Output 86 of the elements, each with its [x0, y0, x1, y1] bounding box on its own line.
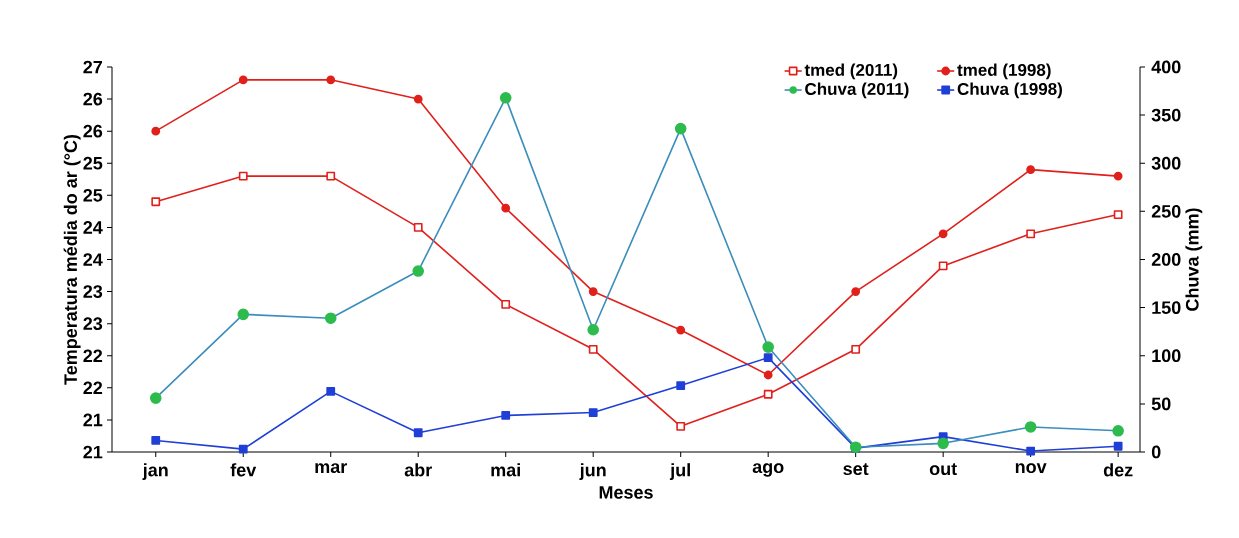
point	[1026, 446, 1036, 456]
y2-tick-label: 300	[1151, 156, 1181, 170]
x-tick-label: ago	[752, 463, 784, 477]
point	[326, 75, 336, 85]
point	[588, 344, 598, 354]
point	[588, 408, 598, 417]
point	[412, 265, 425, 277]
y-tick-label: 25	[83, 156, 103, 170]
y2-tick-label: 50	[1151, 397, 1171, 411]
legend-label: tmed (2011)	[804, 63, 898, 80]
point	[238, 75, 248, 85]
y2-tick-label: 0	[1151, 445, 1161, 459]
x-tick-label: jan	[142, 463, 168, 480]
point	[413, 223, 423, 232]
legend-label: tmed (1998)	[957, 63, 1051, 80]
point	[763, 370, 773, 380]
point	[1113, 441, 1123, 451]
x-tick-label: dez	[1103, 463, 1133, 477]
point	[676, 421, 686, 431]
y-tick-label: 21	[83, 445, 103, 459]
y-tick-label: 26	[83, 124, 103, 138]
y2-tick-label: 200	[1151, 253, 1181, 266]
point	[1113, 210, 1123, 219]
y2-tick-label: 150	[1152, 301, 1181, 314]
point	[501, 300, 511, 309]
y2-tick-label: 250	[1151, 204, 1181, 218]
y-tick-label: 21	[83, 413, 103, 427]
point	[238, 171, 248, 181]
point	[1112, 425, 1124, 437]
y-tick-label: 27	[83, 60, 103, 74]
point	[326, 171, 336, 181]
x-tick-label: mai	[491, 463, 520, 477]
point	[151, 126, 161, 136]
point	[499, 92, 512, 104]
point	[1026, 165, 1036, 175]
point	[413, 428, 423, 438]
point	[674, 122, 687, 135]
point	[326, 386, 336, 396]
point	[237, 308, 250, 321]
point	[1026, 229, 1036, 239]
point	[151, 436, 161, 445]
y-tick-label: 24	[83, 253, 103, 266]
point	[938, 229, 948, 239]
y-tick-label: 22	[83, 349, 103, 363]
y2-tick-label: 400	[1151, 60, 1181, 74]
point	[149, 392, 162, 404]
y2-tick-label: 350	[1151, 108, 1181, 122]
point	[501, 411, 511, 420]
x-tick-label: abr	[404, 463, 432, 477]
point	[501, 203, 511, 213]
y-tick-label: 23	[83, 317, 103, 331]
point	[1113, 171, 1123, 181]
point	[676, 381, 686, 390]
x-tick-label: nov	[1015, 463, 1047, 474]
y-tick-label: 24	[83, 221, 103, 234]
point	[587, 323, 599, 336]
x-tick-label: out	[929, 463, 957, 476]
x-tick-label: jun	[579, 463, 606, 480]
y2-tick-label: 100	[1152, 349, 1181, 363]
point	[762, 341, 774, 353]
point	[851, 287, 861, 296]
point	[413, 94, 423, 104]
point	[676, 325, 686, 335]
x-tick-label: jul	[669, 463, 690, 480]
point	[851, 344, 861, 354]
legend-label: Chuva (2011)	[805, 82, 909, 99]
y-tick-label: 23	[83, 285, 103, 298]
y-tick-label: 25	[83, 188, 103, 202]
point	[588, 287, 598, 296]
point	[763, 389, 773, 399]
x-tick-label: set	[843, 463, 869, 476]
point	[937, 437, 949, 450]
point	[938, 261, 948, 271]
y-axis-title: Temperatura média do ar (°C)	[63, 134, 81, 385]
x-tick-label: mar	[315, 463, 347, 474]
y-tick-label: 26	[83, 92, 103, 106]
point	[763, 353, 773, 363]
point	[238, 444, 248, 454]
y-tick-label: 22	[83, 381, 103, 395]
point	[324, 312, 337, 325]
y2-axis-title: Chuva (mm)	[1185, 208, 1203, 311]
point	[1024, 421, 1037, 433]
point	[151, 197, 161, 207]
x-axis-title: Meses	[599, 486, 653, 499]
x-tick-label: fev	[230, 463, 257, 477]
legend-label: Chuva (1998)	[957, 82, 1062, 99]
